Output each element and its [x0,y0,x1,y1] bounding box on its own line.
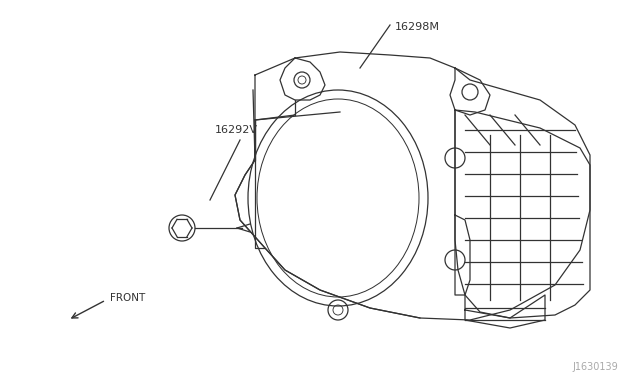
Text: FRONT: FRONT [110,293,145,303]
Text: J1630139: J1630139 [572,362,618,372]
Text: 16298M: 16298M [395,22,440,32]
Text: 16292V: 16292V [215,125,258,135]
